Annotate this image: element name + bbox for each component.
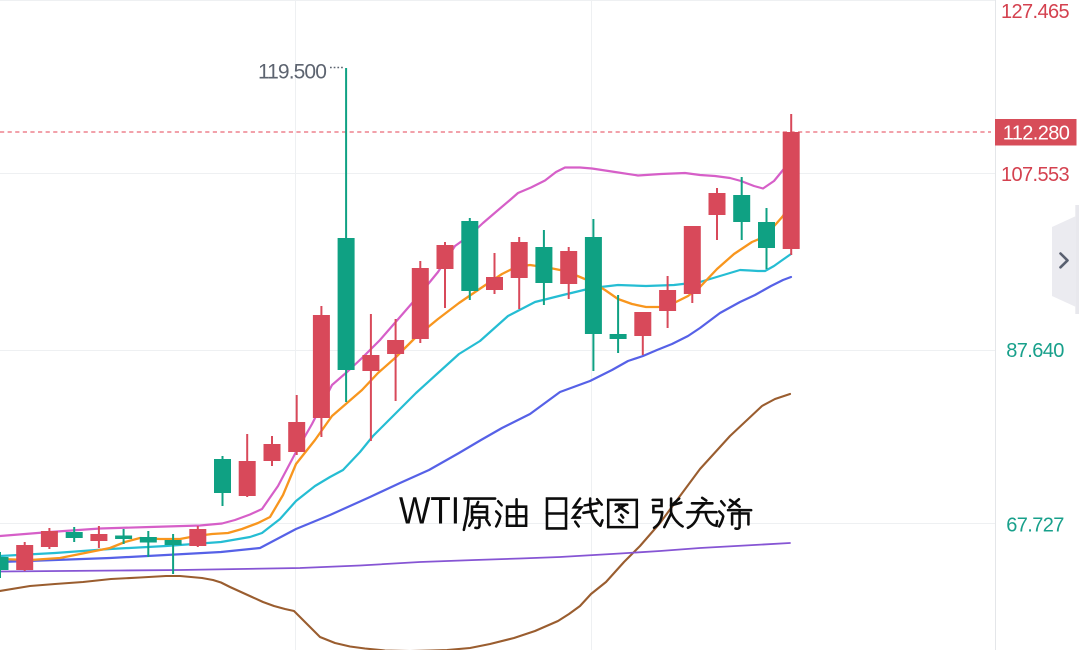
svg-text:87.640: 87.640	[1006, 340, 1064, 362]
svg-text:119.500: 119.500	[258, 61, 326, 84]
svg-text:WTI: WTI	[399, 491, 460, 533]
svg-text:127.465: 127.465	[1001, 1, 1070, 23]
svg-text:112.280: 112.280	[1003, 122, 1070, 144]
svg-text:67.727: 67.727	[1006, 514, 1064, 536]
svg-text:107.553: 107.553	[1001, 164, 1070, 186]
